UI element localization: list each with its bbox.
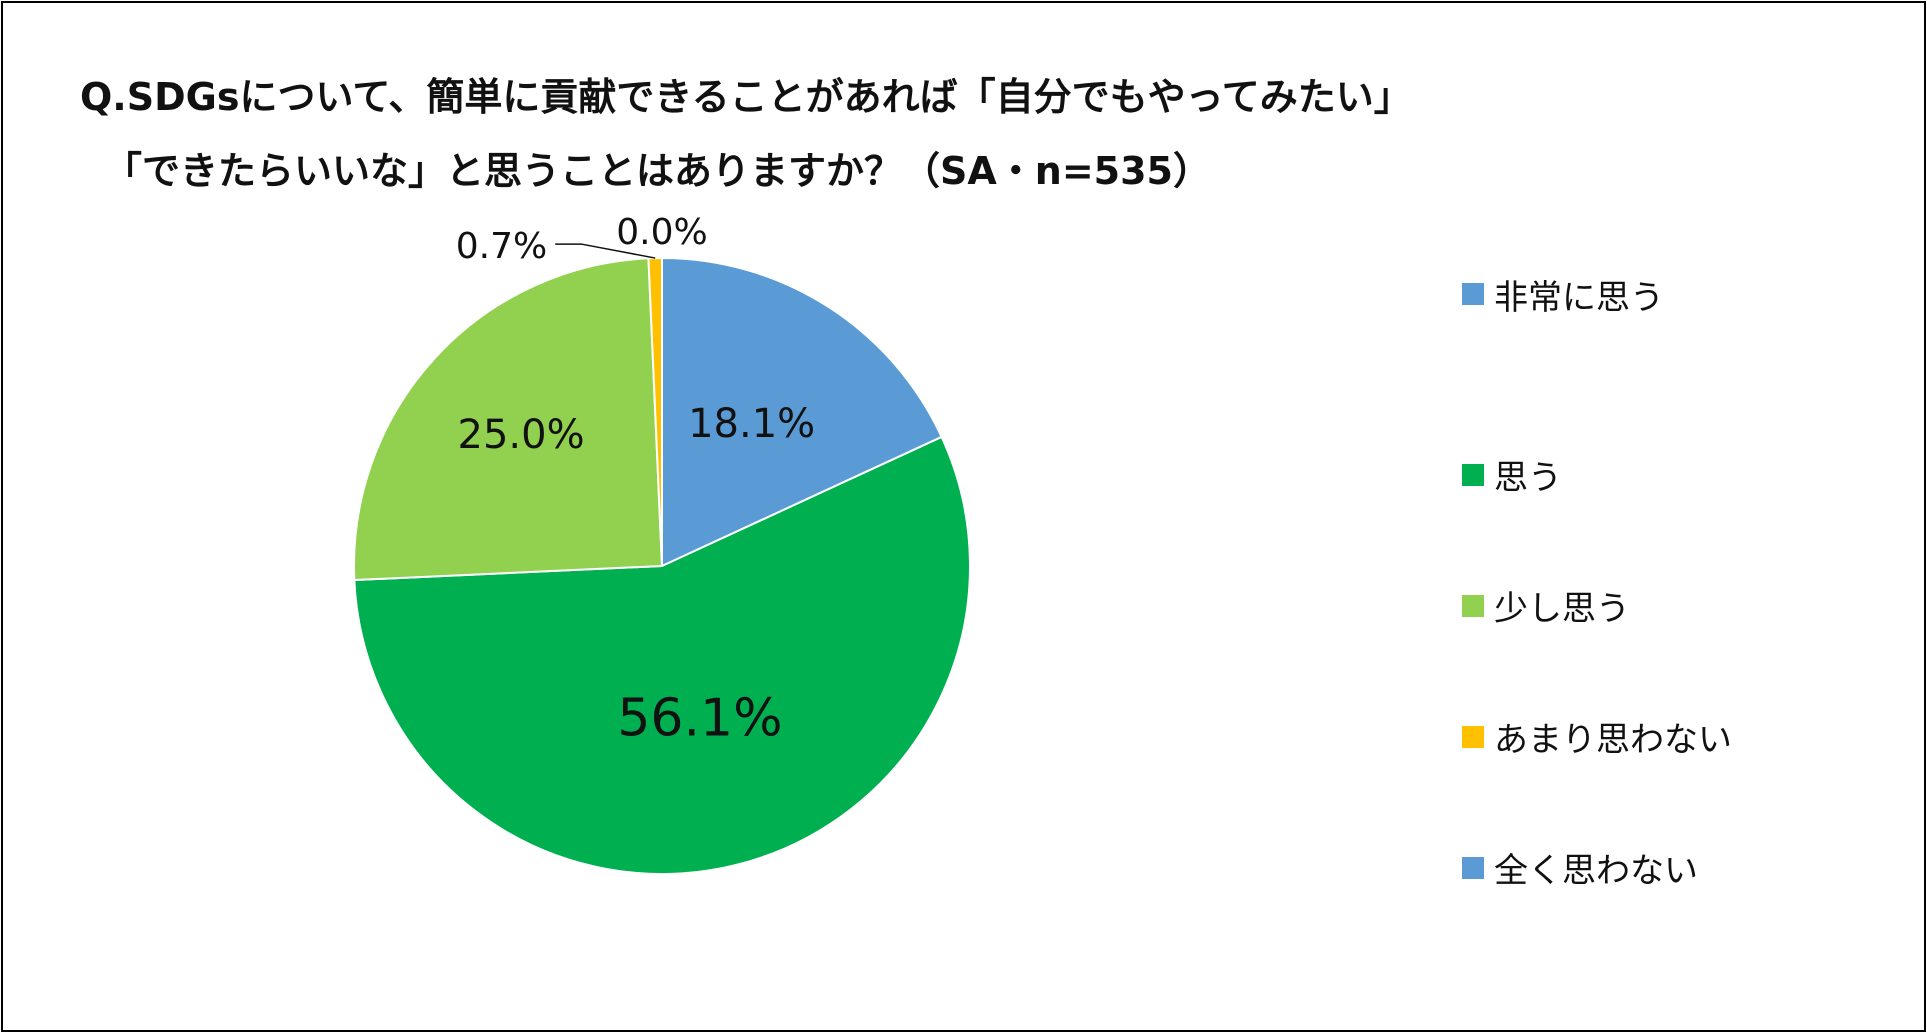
legend-item: 非常に思う — [1462, 278, 1732, 318]
legend-label: 非常に思う — [1494, 277, 1664, 318]
data-label-3: 25.0% — [458, 412, 585, 458]
leader-line — [555, 243, 656, 259]
data-label-5: 0.0% — [616, 212, 707, 253]
legend-item: 少し思う — [1462, 540, 1732, 671]
legend-label: 思う — [1494, 458, 1562, 498]
legend-swatch — [1462, 463, 1484, 486]
pie-slice-3 — [353, 257, 664, 582]
legend-item: 全く思わない — [1462, 802, 1732, 933]
legend-swatch — [1462, 725, 1484, 748]
legend-swatch — [1462, 594, 1484, 617]
legend-swatch — [1462, 856, 1484, 879]
pie-slice-2 — [353, 435, 971, 875]
legend-item: 思う — [1462, 409, 1732, 540]
legend-swatch — [1462, 283, 1484, 305]
legend-label: 全く思わない — [1494, 851, 1698, 891]
legend-label: あまり思わない — [1494, 720, 1732, 760]
legend-item: あまり思わない — [1462, 671, 1732, 802]
data-label-4: 0.7% — [456, 226, 547, 267]
legend: 非常に思う 思う 少し思う あまり思わない 全く思わない — [1462, 278, 1732, 933]
data-label-2: 56.1% — [617, 689, 782, 749]
data-label-1: 18.1% — [688, 401, 815, 447]
legend-label: 少し思う — [1494, 589, 1630, 629]
chart-title-line1: Q.SDGsについて、簡単に貢献できることがあれば「自分でもやってみたい」 — [80, 75, 1412, 119]
pie-slice-1 — [661, 256, 943, 568]
chart-title-line2: 「できたらいいな」と思うことはありますか？（SA・n=535） — [104, 149, 1211, 193]
